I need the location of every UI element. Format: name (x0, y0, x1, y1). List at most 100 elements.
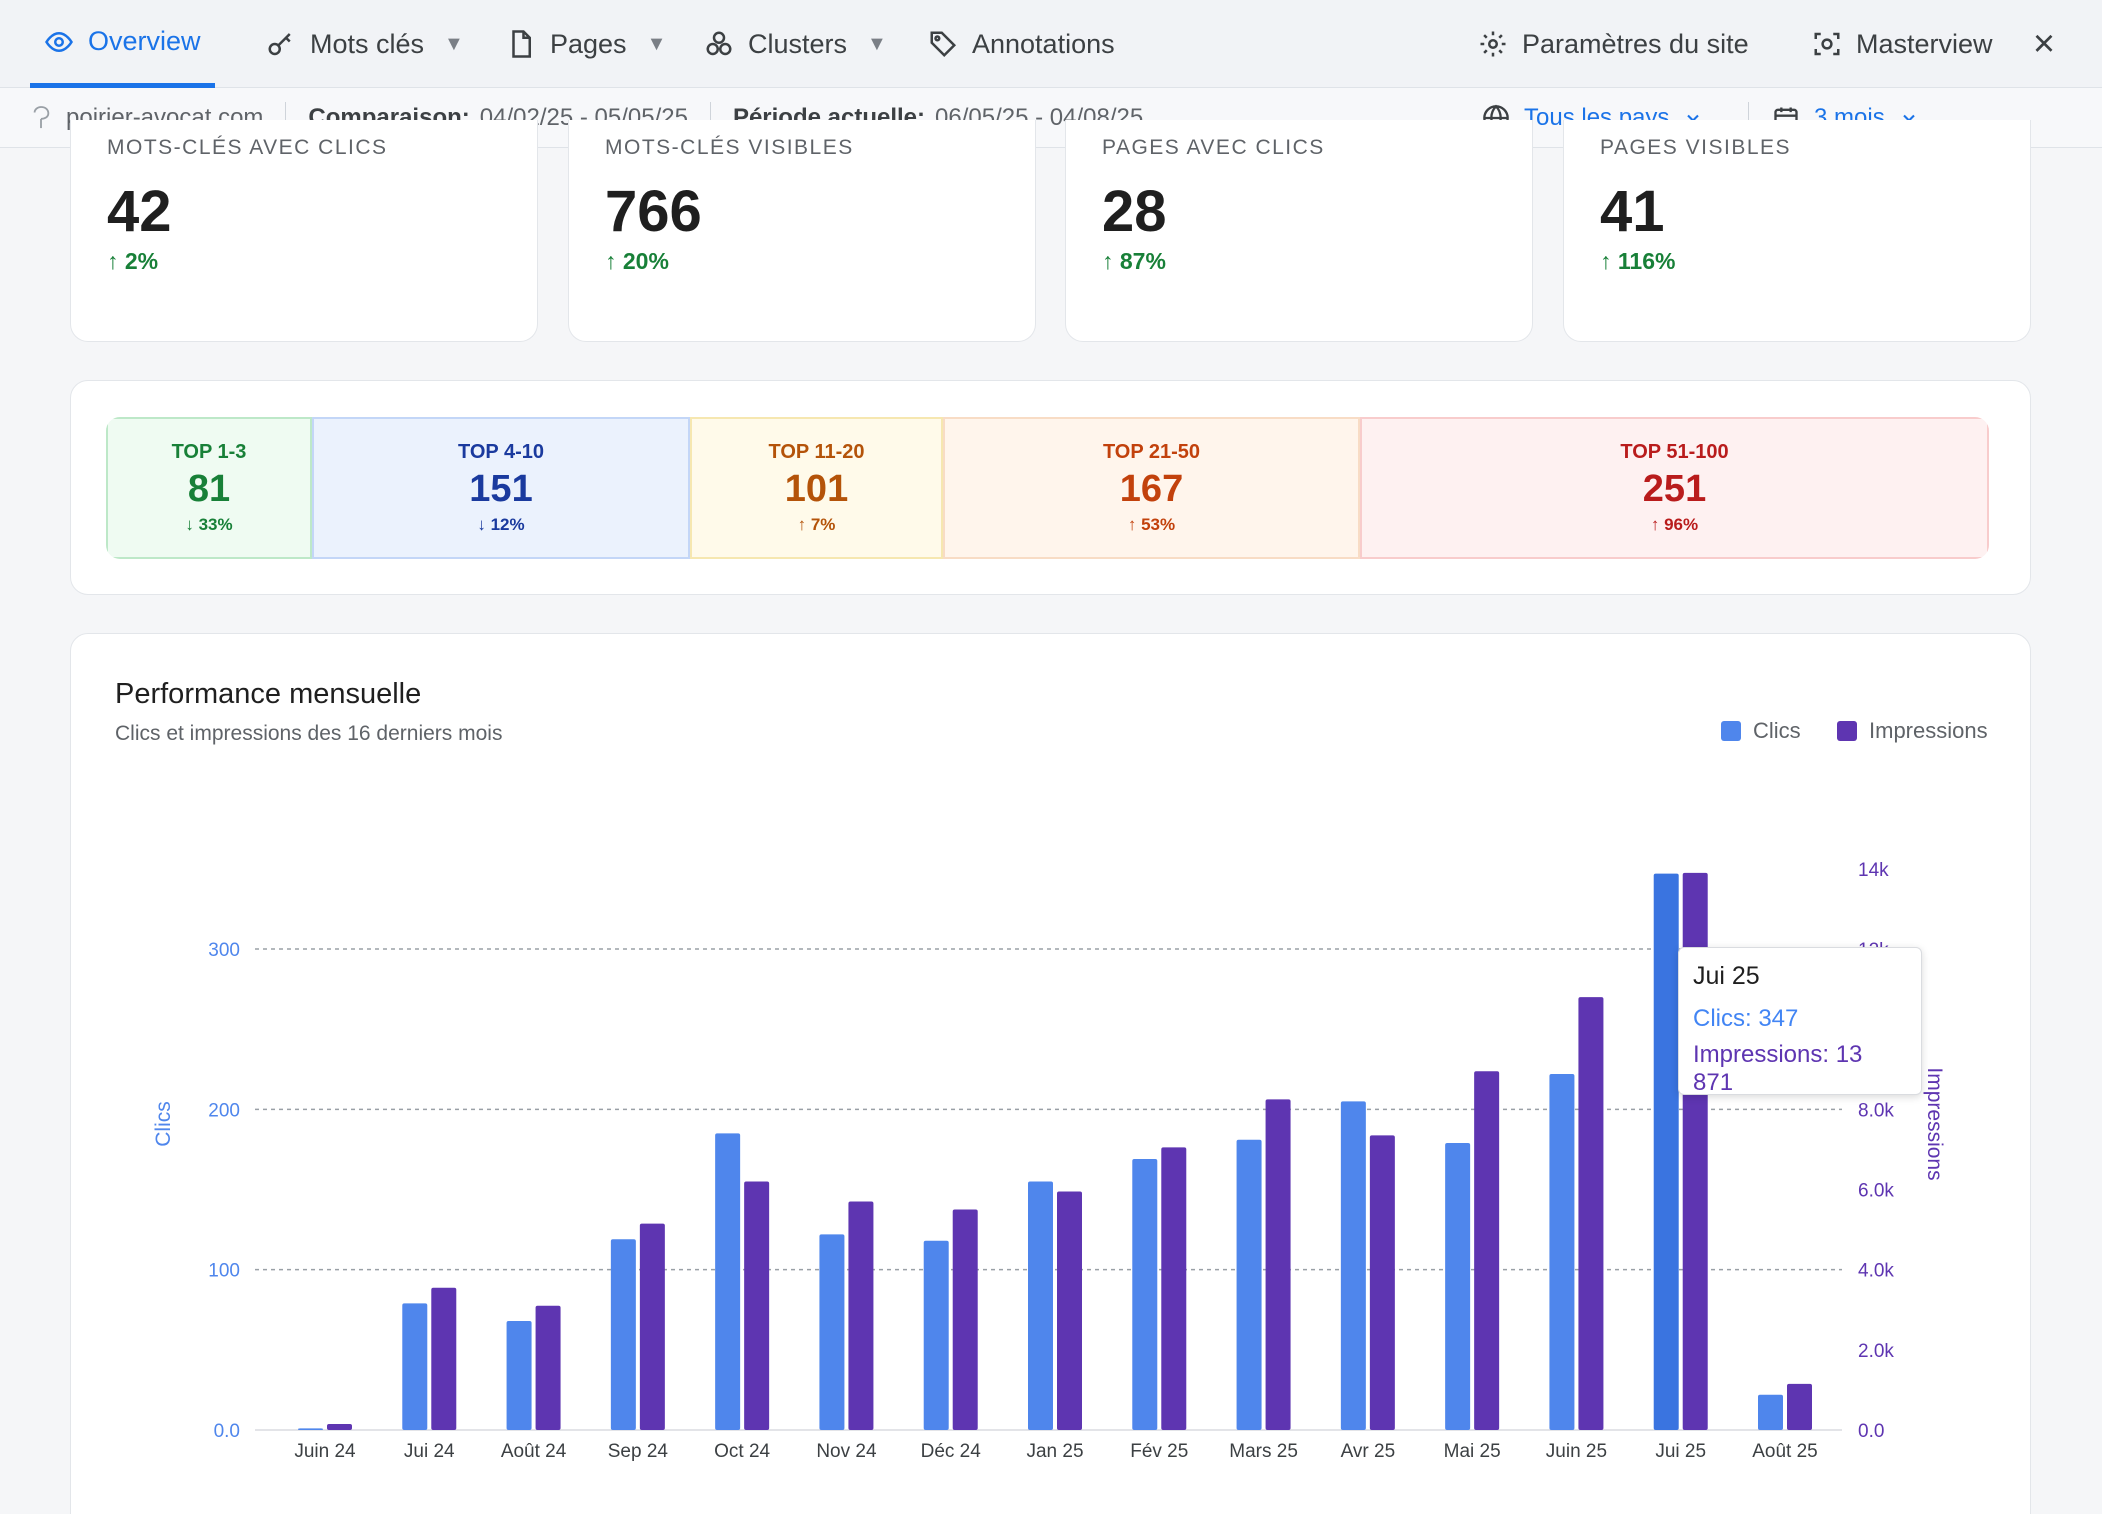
legend-clicks[interactable]: Clics (1721, 718, 1801, 744)
bar-clics (506, 1320, 532, 1430)
arrow-up-icon: ↑ (1650, 515, 1665, 534)
y2-axis-label: Impressions (1923, 1067, 1946, 1180)
bar-clics (1340, 1101, 1366, 1430)
kpi-value: 41 (1600, 179, 1665, 244)
chevron-down-icon: ▼ (867, 32, 887, 55)
x-tick-label: Juin 25 (1546, 1441, 1607, 1462)
legend-impressions[interactable]: Impressions (1837, 718, 1988, 744)
rank-label: TOP 4-10 (458, 441, 544, 463)
tooltip-title: Jui 25 (1693, 962, 1760, 990)
rank-top-51-100[interactable]: TOP 51-100 251 ↑ 96% (1360, 417, 1989, 559)
tab-mots-cles[interactable]: Mots clés ▼ (266, 0, 464, 88)
rank-top-11-20[interactable]: TOP 11-20 101 ↑ 7% (690, 417, 943, 559)
kpi-card-pages-visibles: PAGES VISIBLES 41 ↑ 116% (1563, 120, 2031, 342)
close-icon[interactable]: × (2032, 23, 2056, 65)
gear-icon (1480, 31, 1506, 57)
y-tick-label: 100 (208, 1261, 240, 1282)
bar-impressions (639, 1223, 665, 1430)
y2-tick-label: 0.0 (1858, 1421, 1884, 1442)
top-tab-bar: Overview Mots clés ▼ Pages ▼ Clusters ▼ … (0, 0, 2102, 88)
tab-pages-label: Pages (550, 28, 627, 59)
rank-top-21-50[interactable]: TOP 21-50 167 ↑ 53% (943, 417, 1360, 559)
chart-title: Performance mensuelle (115, 678, 422, 710)
rank-label: TOP 11-20 (768, 441, 865, 463)
tab-clusters-label: Clusters (748, 28, 848, 59)
chart-tooltip: Jui 25 Clics: 347 Impressions: 13 871 (1678, 947, 1922, 1096)
rank-delta: ↓ 12% (477, 515, 524, 535)
arrow-down-icon: ↓ (185, 515, 199, 534)
bar-clics (1132, 1159, 1158, 1430)
bar-clics (715, 1133, 741, 1430)
y-tick-label: 200 (208, 1100, 240, 1121)
y2-tick-label: 2.0k (1858, 1341, 1894, 1362)
rank-label: TOP 1-3 (171, 441, 247, 463)
x-tick-label: Jui 24 (404, 1441, 455, 1462)
tab-annotations[interactable]: Annotations (928, 0, 1115, 88)
tab-annotations-label: Annotations (972, 28, 1115, 59)
kpi-delta: ↑ 87% (1102, 248, 1166, 275)
tab-pages[interactable]: Pages ▼ (506, 0, 666, 88)
tab-masterview[interactable]: Masterview (1812, 0, 1993, 88)
legend-swatch (1721, 721, 1741, 741)
kpi-value: 42 (107, 179, 172, 244)
bar-clics (402, 1303, 428, 1430)
kpi-label: PAGES VISIBLES (1600, 136, 1792, 159)
rank-delta-value: 7% (810, 515, 836, 534)
bar-clics (1758, 1394, 1783, 1430)
rank-top-4-10[interactable]: TOP 4-10 151 ↓ 12% (312, 417, 690, 559)
bar-impressions (1057, 1191, 1082, 1430)
kpi-delta: ↑ 20% (605, 248, 669, 275)
kpi-delta-value: 87% (1119, 248, 1166, 274)
bar-impressions (1578, 997, 1604, 1430)
chevron-down-icon: ▼ (444, 32, 464, 55)
x-tick-label: Mars 25 (1229, 1441, 1298, 1462)
x-tick-label: Mai 25 (1444, 1441, 1501, 1462)
kpi-card-mots-cles-visibles: MOTS-CLÉS VISIBLES 766 ↑ 20% (568, 120, 1036, 342)
y-tick-label: 0.0 (214, 1421, 240, 1442)
arrow-up-icon: ↑ (107, 248, 125, 274)
rank-delta: ↑ 96% (1651, 515, 1698, 535)
bar-clics (1236, 1139, 1262, 1430)
legend-swatch (1837, 721, 1857, 741)
legend-label: Impressions (1869, 718, 1988, 743)
bar-impressions (535, 1305, 561, 1430)
masterview-icon (1814, 32, 1840, 56)
arrow-up-icon: ↑ (1127, 515, 1142, 534)
tab-masterview-label: Masterview (1856, 28, 1993, 59)
chart-subtitle: Clics et impressions des 16 derniers moi… (115, 722, 503, 745)
arrow-up-icon: ↑ (1600, 248, 1618, 274)
bar-impressions (848, 1201, 874, 1430)
rank-label: TOP 51-100 (1620, 441, 1729, 463)
kpi-delta: ↑ 116% (1600, 248, 1675, 275)
bar-impressions (327, 1423, 352, 1430)
kpi-delta-value: 116% (1617, 248, 1676, 274)
tab-overview-label: Overview (88, 26, 201, 56)
kpi-label: MOTS-CLÉS AVEC CLICS (107, 136, 388, 159)
rank-delta-value: 12% (490, 515, 525, 534)
tab-parametres-du-site[interactable]: Paramètres du site (1478, 0, 1749, 88)
bar-impressions (1474, 1071, 1500, 1430)
eye-icon (45, 31, 73, 52)
bar-clics (610, 1239, 636, 1430)
site-icon (33, 105, 50, 128)
divider (1748, 102, 1749, 134)
x-tick-label: Déc 24 (921, 1441, 982, 1462)
tab-overview[interactable]: Overview (30, 0, 215, 88)
bar-impressions (431, 1287, 457, 1430)
rank-label: TOP 21-50 (1102, 441, 1201, 463)
bar-impressions (1161, 1147, 1187, 1430)
y-tick-label: 300 (208, 940, 240, 961)
rank-value: 251 (1642, 468, 1707, 510)
bar-impressions (1787, 1383, 1812, 1430)
rank-delta: ↑ 7% (798, 515, 836, 535)
x-tick-label: Août 25 (1752, 1441, 1818, 1462)
rank-delta-value: 96% (1664, 515, 1699, 534)
tab-clusters[interactable]: Clusters ▼ (704, 0, 887, 88)
tag-icon (930, 31, 957, 58)
x-tick-label: Août 24 (501, 1441, 567, 1462)
y2-tick-label: 14k (1858, 860, 1889, 881)
arrow-up-icon: ↑ (1102, 248, 1120, 274)
rank-top-1-3[interactable]: TOP 1-3 81 ↓ 33% (106, 417, 312, 559)
rank-value: 167 (1119, 468, 1184, 510)
x-tick-label: Avr 25 (1341, 1441, 1396, 1462)
